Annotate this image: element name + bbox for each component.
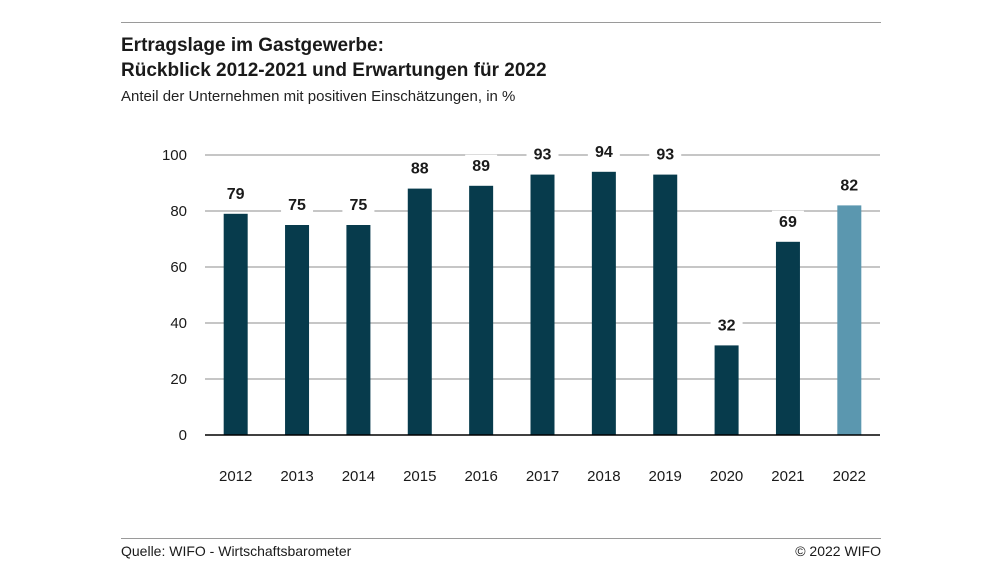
bar [653, 174, 678, 435]
x-tick-label: 2015 [403, 468, 436, 485]
data-label-background [465, 154, 498, 175]
x-tick-label: 2016 [464, 468, 497, 485]
data-label: 93 [656, 147, 674, 164]
x-tick-label: 2018 [587, 468, 620, 485]
data-label: 88 [411, 161, 429, 178]
data-label-background [587, 140, 620, 161]
y-tick-label: 80 [170, 203, 187, 220]
data-label: 82 [840, 177, 858, 194]
title-line-1: Ertragslage im Gastgewerbe: [121, 35, 384, 56]
bar [285, 225, 310, 435]
bar [469, 185, 494, 435]
data-label-background [342, 194, 375, 214]
y-tick-label: 100 [162, 147, 187, 164]
x-tick-label: 2021 [771, 468, 804, 485]
bar [223, 213, 248, 435]
data-label-background [649, 143, 682, 164]
data-label: 75 [288, 197, 306, 214]
source-note: Quelle: WIFO - Wirtschaftsbarometer [121, 543, 352, 559]
top-rule [121, 22, 881, 23]
x-tick-label: 2017 [526, 468, 559, 485]
data-label: 75 [350, 197, 368, 214]
x-tick-label: 2013 [280, 468, 313, 485]
y-tick-label: 60 [170, 259, 187, 276]
data-label: 93 [534, 147, 552, 164]
chart-title: Ertragslage im Gastgewerbe: Rückblick 20… [121, 33, 547, 83]
data-label-background [219, 182, 252, 203]
bar [407, 188, 432, 435]
data-label: 89 [472, 158, 490, 175]
bottom-rule [121, 538, 881, 539]
bar [346, 225, 371, 435]
data-label-background [403, 157, 436, 178]
title-line-2: Rückblick 2012-2021 und Erwartungen für … [121, 60, 547, 81]
bar [530, 174, 555, 435]
data-label: 79 [227, 186, 245, 203]
data-label: 94 [595, 144, 613, 161]
bar [775, 241, 800, 435]
data-label: 69 [779, 214, 797, 231]
copyright-note: © 2022 WIFO [795, 543, 881, 559]
x-tick-label: 2019 [649, 468, 682, 485]
data-label-background [526, 143, 559, 164]
x-tick-label: 2014 [342, 468, 375, 485]
y-tick-label: 0 [179, 427, 187, 444]
bar [591, 171, 616, 436]
data-label-background [833, 174, 866, 195]
x-tick-label: 2022 [833, 468, 866, 485]
x-tick-label: 2012 [219, 468, 252, 485]
y-tick-label: 40 [170, 315, 187, 332]
bar [837, 205, 862, 435]
data-label-background [771, 210, 804, 231]
y-tick-label: 20 [170, 371, 187, 388]
chart-subtitle: Anteil der Unternehmen mit positiven Ein… [121, 88, 516, 105]
x-tick-label: 2020 [710, 468, 743, 485]
data-label-background [710, 314, 743, 335]
data-label-background [281, 194, 314, 214]
bar [714, 345, 739, 435]
data-label: 32 [718, 317, 736, 334]
